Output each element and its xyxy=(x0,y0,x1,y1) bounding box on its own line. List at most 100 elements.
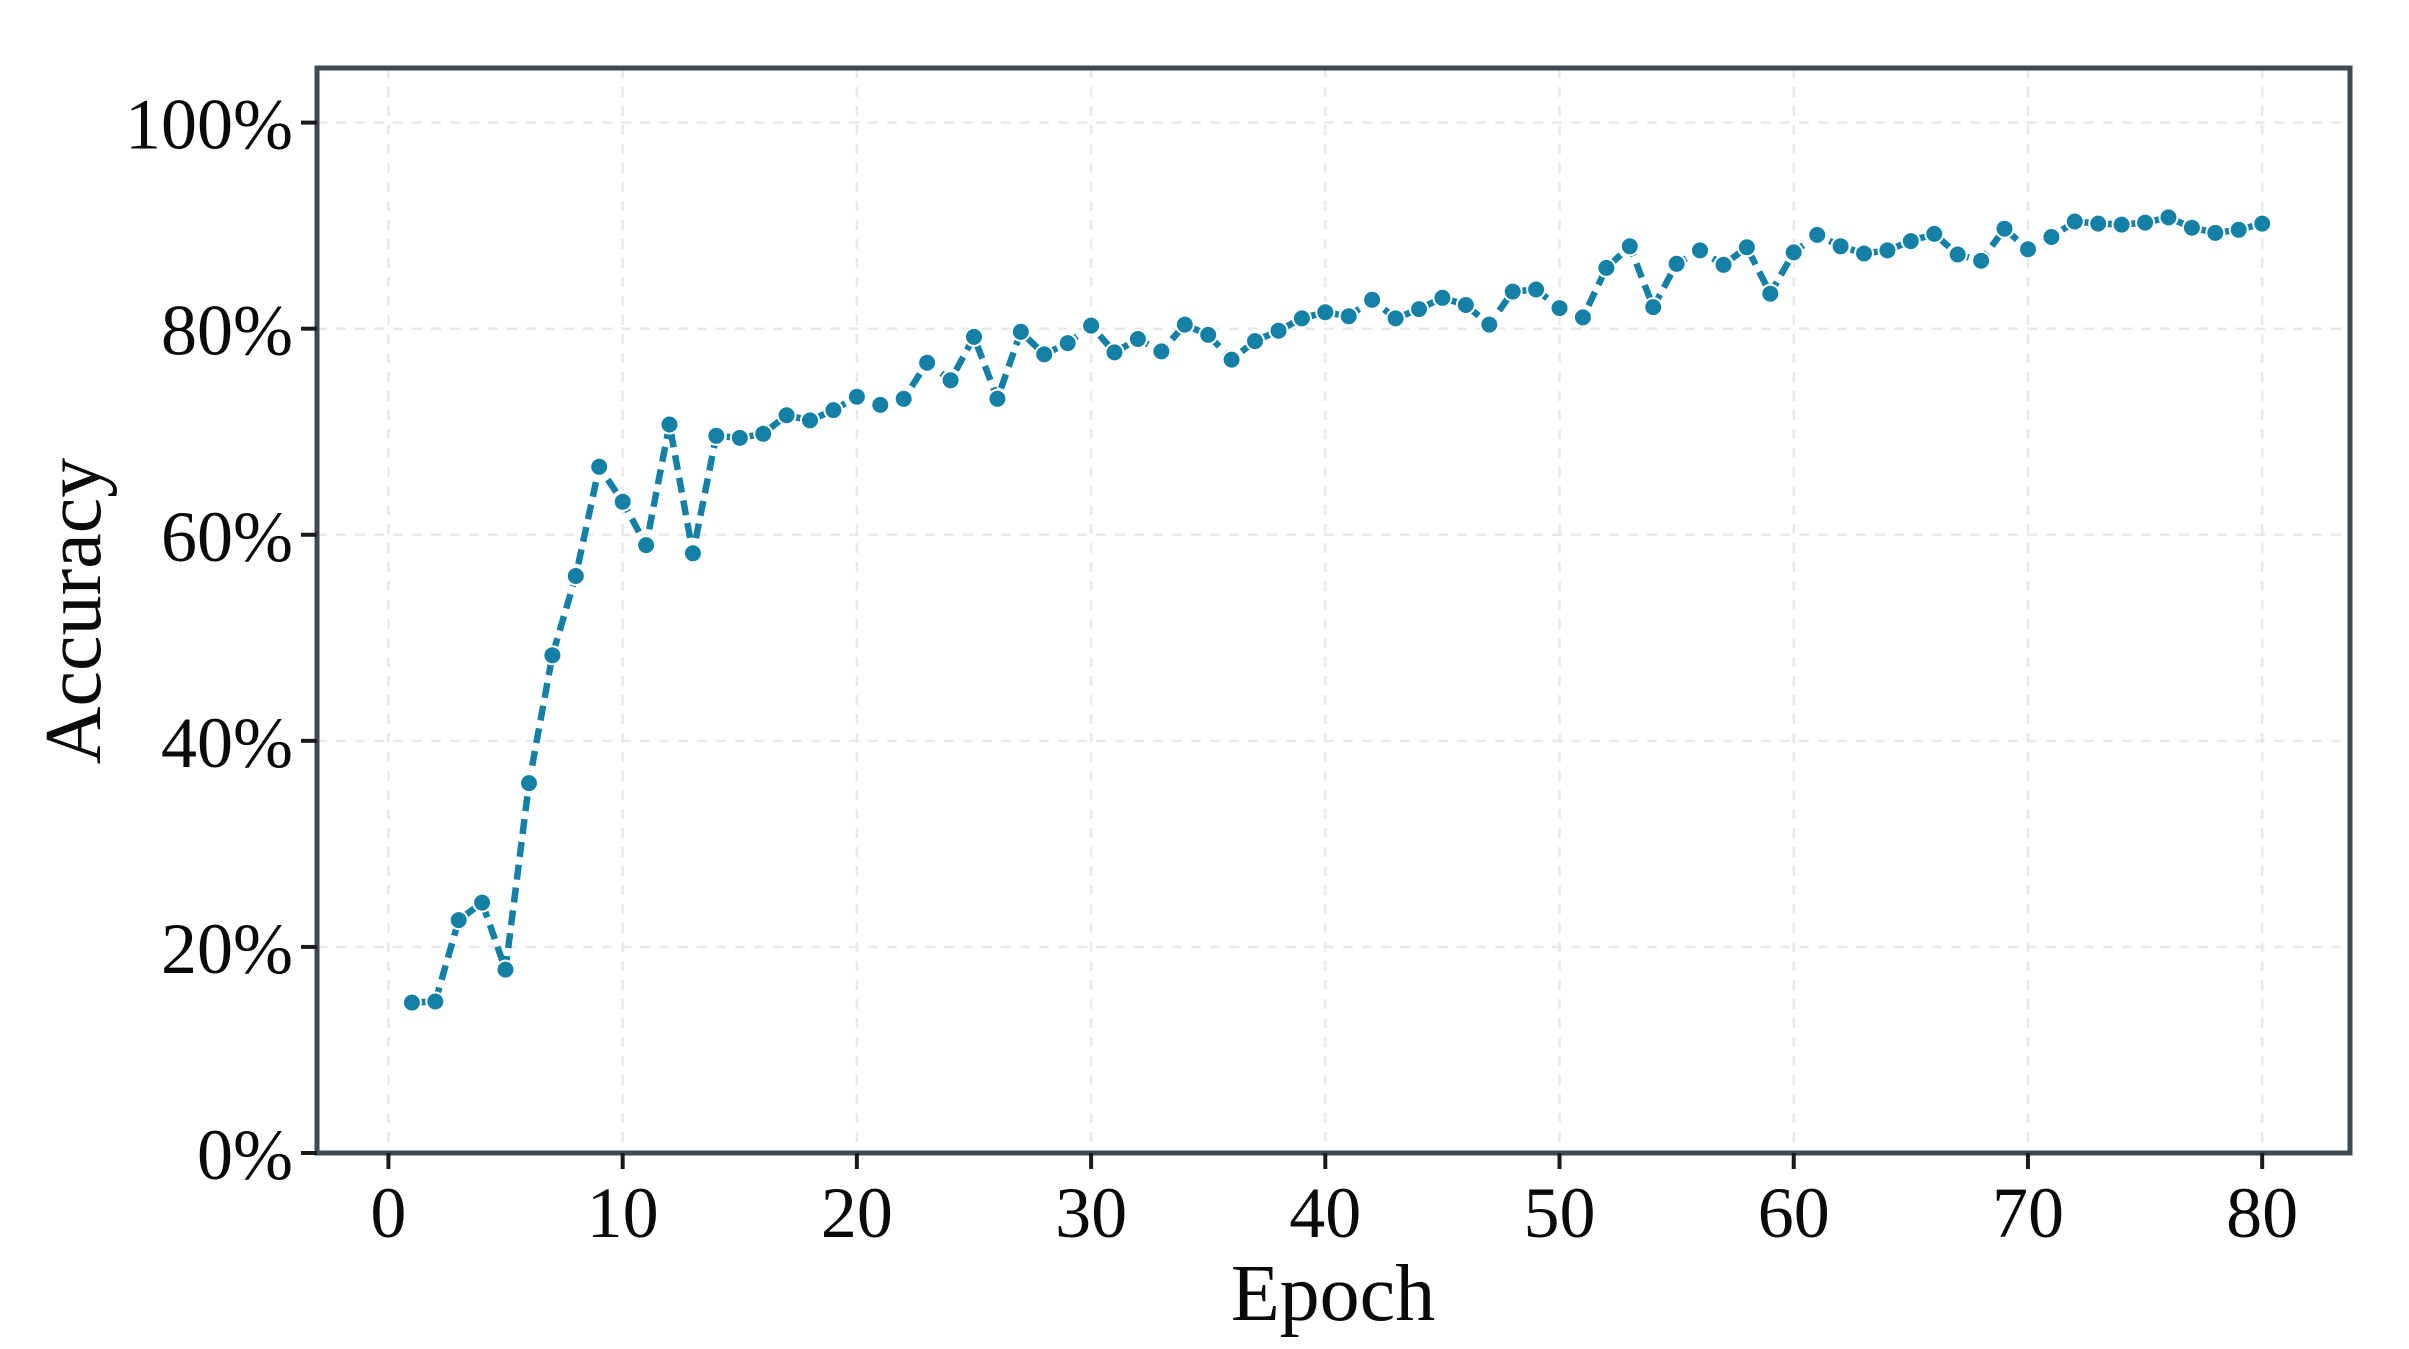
data-point xyxy=(1385,308,1406,329)
data-point xyxy=(1713,254,1734,275)
data-point xyxy=(729,427,750,448)
data-point xyxy=(1830,236,1851,257)
data-point xyxy=(1409,299,1429,320)
data-point xyxy=(1596,257,1617,278)
data-point xyxy=(964,326,984,347)
data-point xyxy=(425,991,446,1012)
data-point xyxy=(2064,211,2085,232)
data-point xyxy=(1877,240,1898,261)
y-tick-label: 0% xyxy=(197,1115,293,1195)
x-tick-label: 10 xyxy=(587,1173,659,1253)
data-point xyxy=(1666,253,1687,274)
x-tick-label: 20 xyxy=(821,1173,893,1253)
tick-labels: 0 10 20 30 40 50 60 70 80 0% 20% 40% 60% 80% 100% xyxy=(125,85,2298,1253)
data-point xyxy=(1760,283,1781,304)
data-point xyxy=(1010,321,1031,342)
data-point xyxy=(1081,315,1102,336)
plot-border xyxy=(314,65,2353,1156)
data-point xyxy=(1736,237,1757,258)
x-tick-label: 70 xyxy=(1992,1173,2064,1253)
data-point xyxy=(1174,314,1195,335)
data-point xyxy=(706,425,727,446)
x-tick-label: 0 xyxy=(370,1173,406,1253)
data-point xyxy=(987,388,1008,409)
y-tick-label: 20% xyxy=(161,909,293,989)
data-point xyxy=(472,892,493,913)
x-tick-label: 80 xyxy=(2226,1173,2298,1253)
data-point xyxy=(2088,213,2109,234)
data-point xyxy=(1057,333,1078,354)
data-point xyxy=(1947,244,1968,265)
data-point xyxy=(1807,224,1828,245)
x-tick-label: 60 xyxy=(1758,1173,1830,1253)
data-point xyxy=(1502,281,1523,302)
data-point xyxy=(1526,279,1547,300)
y-tick-label: 80% xyxy=(161,291,293,371)
data-point xyxy=(776,405,797,426)
data-point xyxy=(1455,295,1476,315)
data-point xyxy=(2181,217,2202,238)
data-point xyxy=(846,386,867,407)
data-point xyxy=(495,959,516,980)
y-tick-label: 60% xyxy=(161,497,293,577)
data-point xyxy=(1338,306,1359,327)
data-point xyxy=(1104,342,1125,363)
data-point xyxy=(612,491,633,512)
data-point xyxy=(2111,214,2132,235)
data-point xyxy=(1362,289,1383,310)
data-point xyxy=(1315,302,1336,323)
data-point xyxy=(565,566,586,586)
x-tick-label: 40 xyxy=(1289,1173,1361,1253)
x-tick-label: 30 xyxy=(1055,1173,1127,1253)
data-point xyxy=(1643,297,1664,318)
data-point xyxy=(1198,324,1219,345)
data-point xyxy=(940,370,961,391)
data-point xyxy=(753,423,774,444)
data-point xyxy=(589,456,610,477)
data-point xyxy=(893,388,914,409)
data-point xyxy=(1291,308,1312,329)
data-point xyxy=(1900,231,1921,252)
data-point xyxy=(1151,341,1172,362)
data-point xyxy=(1245,331,1265,352)
data-point xyxy=(2205,222,2226,243)
data-point xyxy=(1268,320,1289,341)
data-point xyxy=(1479,314,1500,335)
data-point xyxy=(2252,213,2273,234)
data-point xyxy=(1619,236,1640,257)
x-tick-label: 50 xyxy=(1524,1173,1596,1253)
data-point xyxy=(1924,223,1945,244)
data-point xyxy=(659,414,680,435)
accuracy-line xyxy=(411,214,2264,1006)
plot-frame xyxy=(314,65,2353,1156)
data-point xyxy=(1221,349,1242,370)
data-point xyxy=(2228,219,2249,240)
data-point xyxy=(2018,239,2038,260)
data-point xyxy=(1783,242,1804,263)
data-point xyxy=(1690,240,1710,261)
data-point xyxy=(401,992,422,1013)
data-point xyxy=(1854,243,1874,264)
data-point xyxy=(2041,227,2062,247)
y-tick-label: 100% xyxy=(125,85,293,165)
x-axis-title: Epoch xyxy=(1231,1250,1435,1338)
data-point xyxy=(1034,344,1055,365)
data-point xyxy=(1549,298,1570,319)
data-point xyxy=(1994,218,2015,239)
data-point xyxy=(2135,212,2156,233)
data-point xyxy=(1572,307,1593,328)
data-point xyxy=(1971,250,1992,271)
data-point xyxy=(636,535,657,556)
data-point xyxy=(1432,287,1453,308)
data-point xyxy=(519,773,539,794)
data-point xyxy=(917,352,938,373)
data-point xyxy=(870,394,891,415)
data-series xyxy=(401,207,2273,1013)
data-point xyxy=(823,400,844,421)
data-point xyxy=(2158,207,2179,228)
data-point xyxy=(800,410,820,431)
data-point xyxy=(682,543,703,564)
y-axis-title: Accuracy xyxy=(30,458,118,764)
